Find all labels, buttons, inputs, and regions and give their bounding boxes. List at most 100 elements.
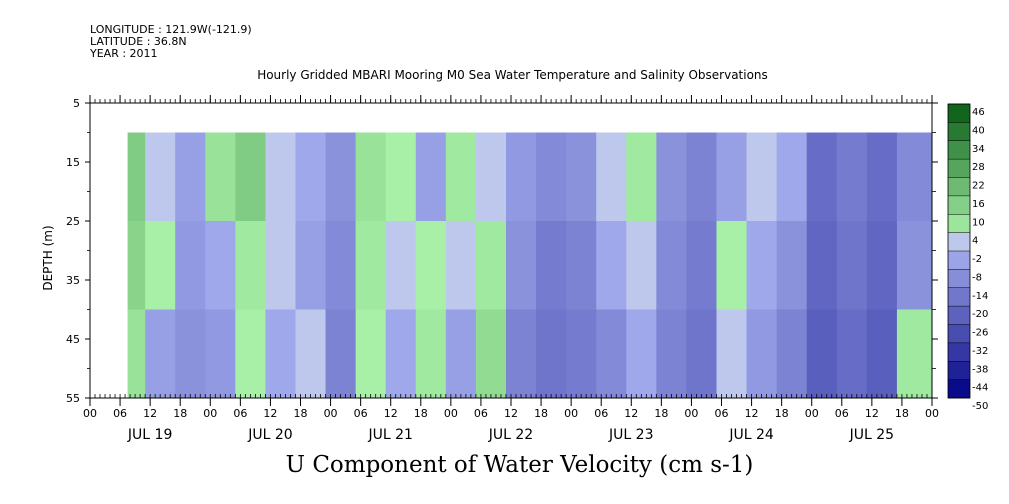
heatmap-cell [626, 309, 657, 399]
colorbar-swatch [948, 195, 970, 215]
heatmap-cell [806, 221, 838, 310]
heatmap-cell [127, 221, 146, 310]
colorbar-swatch [948, 361, 970, 380]
x-hour-tick-label: 18 [173, 407, 187, 420]
colorbar-swatch [948, 287, 970, 307]
heatmap-cell [175, 132, 206, 222]
heatmap-cell [355, 309, 387, 399]
position-header: LONGITUDE : 121.9W(-121.9) LATITUDE : 36… [90, 24, 252, 60]
heatmap-cell [746, 132, 778, 222]
x-hour-tick-label: 18 [895, 407, 909, 420]
heatmap-cell [145, 132, 176, 222]
x-hour-tick-label: 00 [203, 407, 217, 420]
heatmap-cell [415, 132, 447, 222]
colorbar-label: 46 [972, 107, 985, 118]
colorbar-label: -20 [972, 309, 988, 320]
colorbar-label: 16 [972, 199, 985, 210]
heatmap-cell [127, 309, 146, 399]
plot-axes: 00 06 12 18 00 06 12 18 00 06 12 18 00 06 12 18 00 06 12 18… [66, 95, 939, 443]
colorbar-label: -8 [972, 272, 982, 283]
heatmap-cell [235, 309, 266, 399]
heatmap-cell [235, 132, 266, 222]
colorbar-swatch [948, 306, 970, 325]
heatmap-cell [896, 221, 933, 310]
heatmap-cell [415, 221, 447, 310]
heatmap-cell [536, 309, 567, 399]
colorbar-swatch [948, 269, 970, 289]
x-hour-tick-label: 12 [865, 407, 879, 420]
x-hour-tick-label: 12 [384, 407, 398, 420]
colorbar-label: -50 [972, 401, 988, 412]
x-hour-tick-label: 12 [504, 407, 518, 420]
heatmap-cell [475, 309, 507, 399]
x-hour-tick-label: 18 [654, 407, 668, 420]
heatmap-cell [866, 132, 898, 222]
heatmap-cell [566, 132, 597, 222]
colorbar-label: 10 [972, 217, 985, 228]
colorbar-label: -44 [972, 383, 988, 394]
heatmap-cell [265, 132, 296, 222]
heatmap-cell [325, 132, 357, 222]
colorbar-swatch [948, 177, 970, 197]
heatmap-cell [415, 309, 447, 399]
heatmap-cell [836, 132, 868, 222]
heatmap-cell [596, 309, 627, 399]
colorbar-swatch [948, 342, 970, 362]
heatmap-cell [145, 309, 176, 399]
x-hour-tick-label: 18 [294, 407, 308, 420]
x-day-label: JUL 24 [728, 427, 774, 443]
x-day-label: JUL 23 [608, 427, 653, 443]
heatmap-cell [596, 221, 627, 310]
y-tick-label: 15 [66, 156, 80, 169]
heatmap-cell [746, 309, 778, 399]
year-label: YEAR : 2011 [90, 47, 158, 60]
heatmap-cell [776, 309, 808, 399]
heatmap-cell [866, 309, 898, 399]
heatmap-cell [505, 309, 537, 399]
colorbar-label: 28 [972, 162, 985, 173]
x-hour-tick-label: 00 [564, 407, 578, 420]
y-tick-label: 45 [66, 333, 80, 346]
y-tick-label: 35 [66, 274, 80, 287]
heatmap-cell [776, 132, 808, 222]
heatmap-cell [145, 221, 176, 310]
heatmap-cell [355, 132, 387, 222]
colorbar-swatch [948, 214, 970, 233]
heatmap-cell [686, 309, 717, 399]
heatmap-cell [265, 221, 296, 310]
heatmap-cell [175, 309, 206, 399]
x-hour-tick-label: 06 [474, 407, 488, 420]
heatmap-cell [656, 221, 687, 310]
heatmap-cell [866, 221, 898, 310]
heatmap-cell [445, 132, 477, 222]
x-hour-tick-label: 00 [444, 407, 458, 420]
heatmap-cell [385, 309, 417, 399]
y-tick-label: 25 [66, 215, 80, 228]
heatmap-cell [806, 132, 838, 222]
heatmap-cell [295, 221, 327, 310]
colorbar-swatch [948, 104, 970, 123]
colorbar-label: 40 [972, 125, 985, 136]
heatmap-cell [716, 132, 748, 222]
colorbar-swatch [948, 232, 970, 252]
heatmap-cell [566, 309, 597, 399]
heatmap-cell [626, 221, 657, 310]
heatmap-cell [295, 309, 327, 399]
colorbar-label: 4 [972, 236, 978, 247]
heatmap-cell [235, 221, 266, 310]
x-hour-tick-label: 06 [233, 407, 247, 420]
heatmap-cell [475, 132, 507, 222]
heatmap-cell [325, 221, 357, 310]
heatmap-cell [746, 221, 778, 310]
heatmap-cell [385, 132, 417, 222]
heatmap-cells [127, 132, 933, 399]
x-hour-tick-label: 00 [324, 407, 338, 420]
colorbar-label: 34 [972, 144, 985, 155]
colorbar-label: 22 [972, 181, 985, 192]
heatmap-cell [205, 309, 236, 399]
heatmap-cell [716, 309, 748, 399]
x-hour-tick-label: 06 [354, 407, 368, 420]
colorbar-label: -14 [972, 291, 988, 302]
colorbar-swatch [948, 251, 970, 270]
x-day-label: JUL 22 [488, 427, 533, 443]
